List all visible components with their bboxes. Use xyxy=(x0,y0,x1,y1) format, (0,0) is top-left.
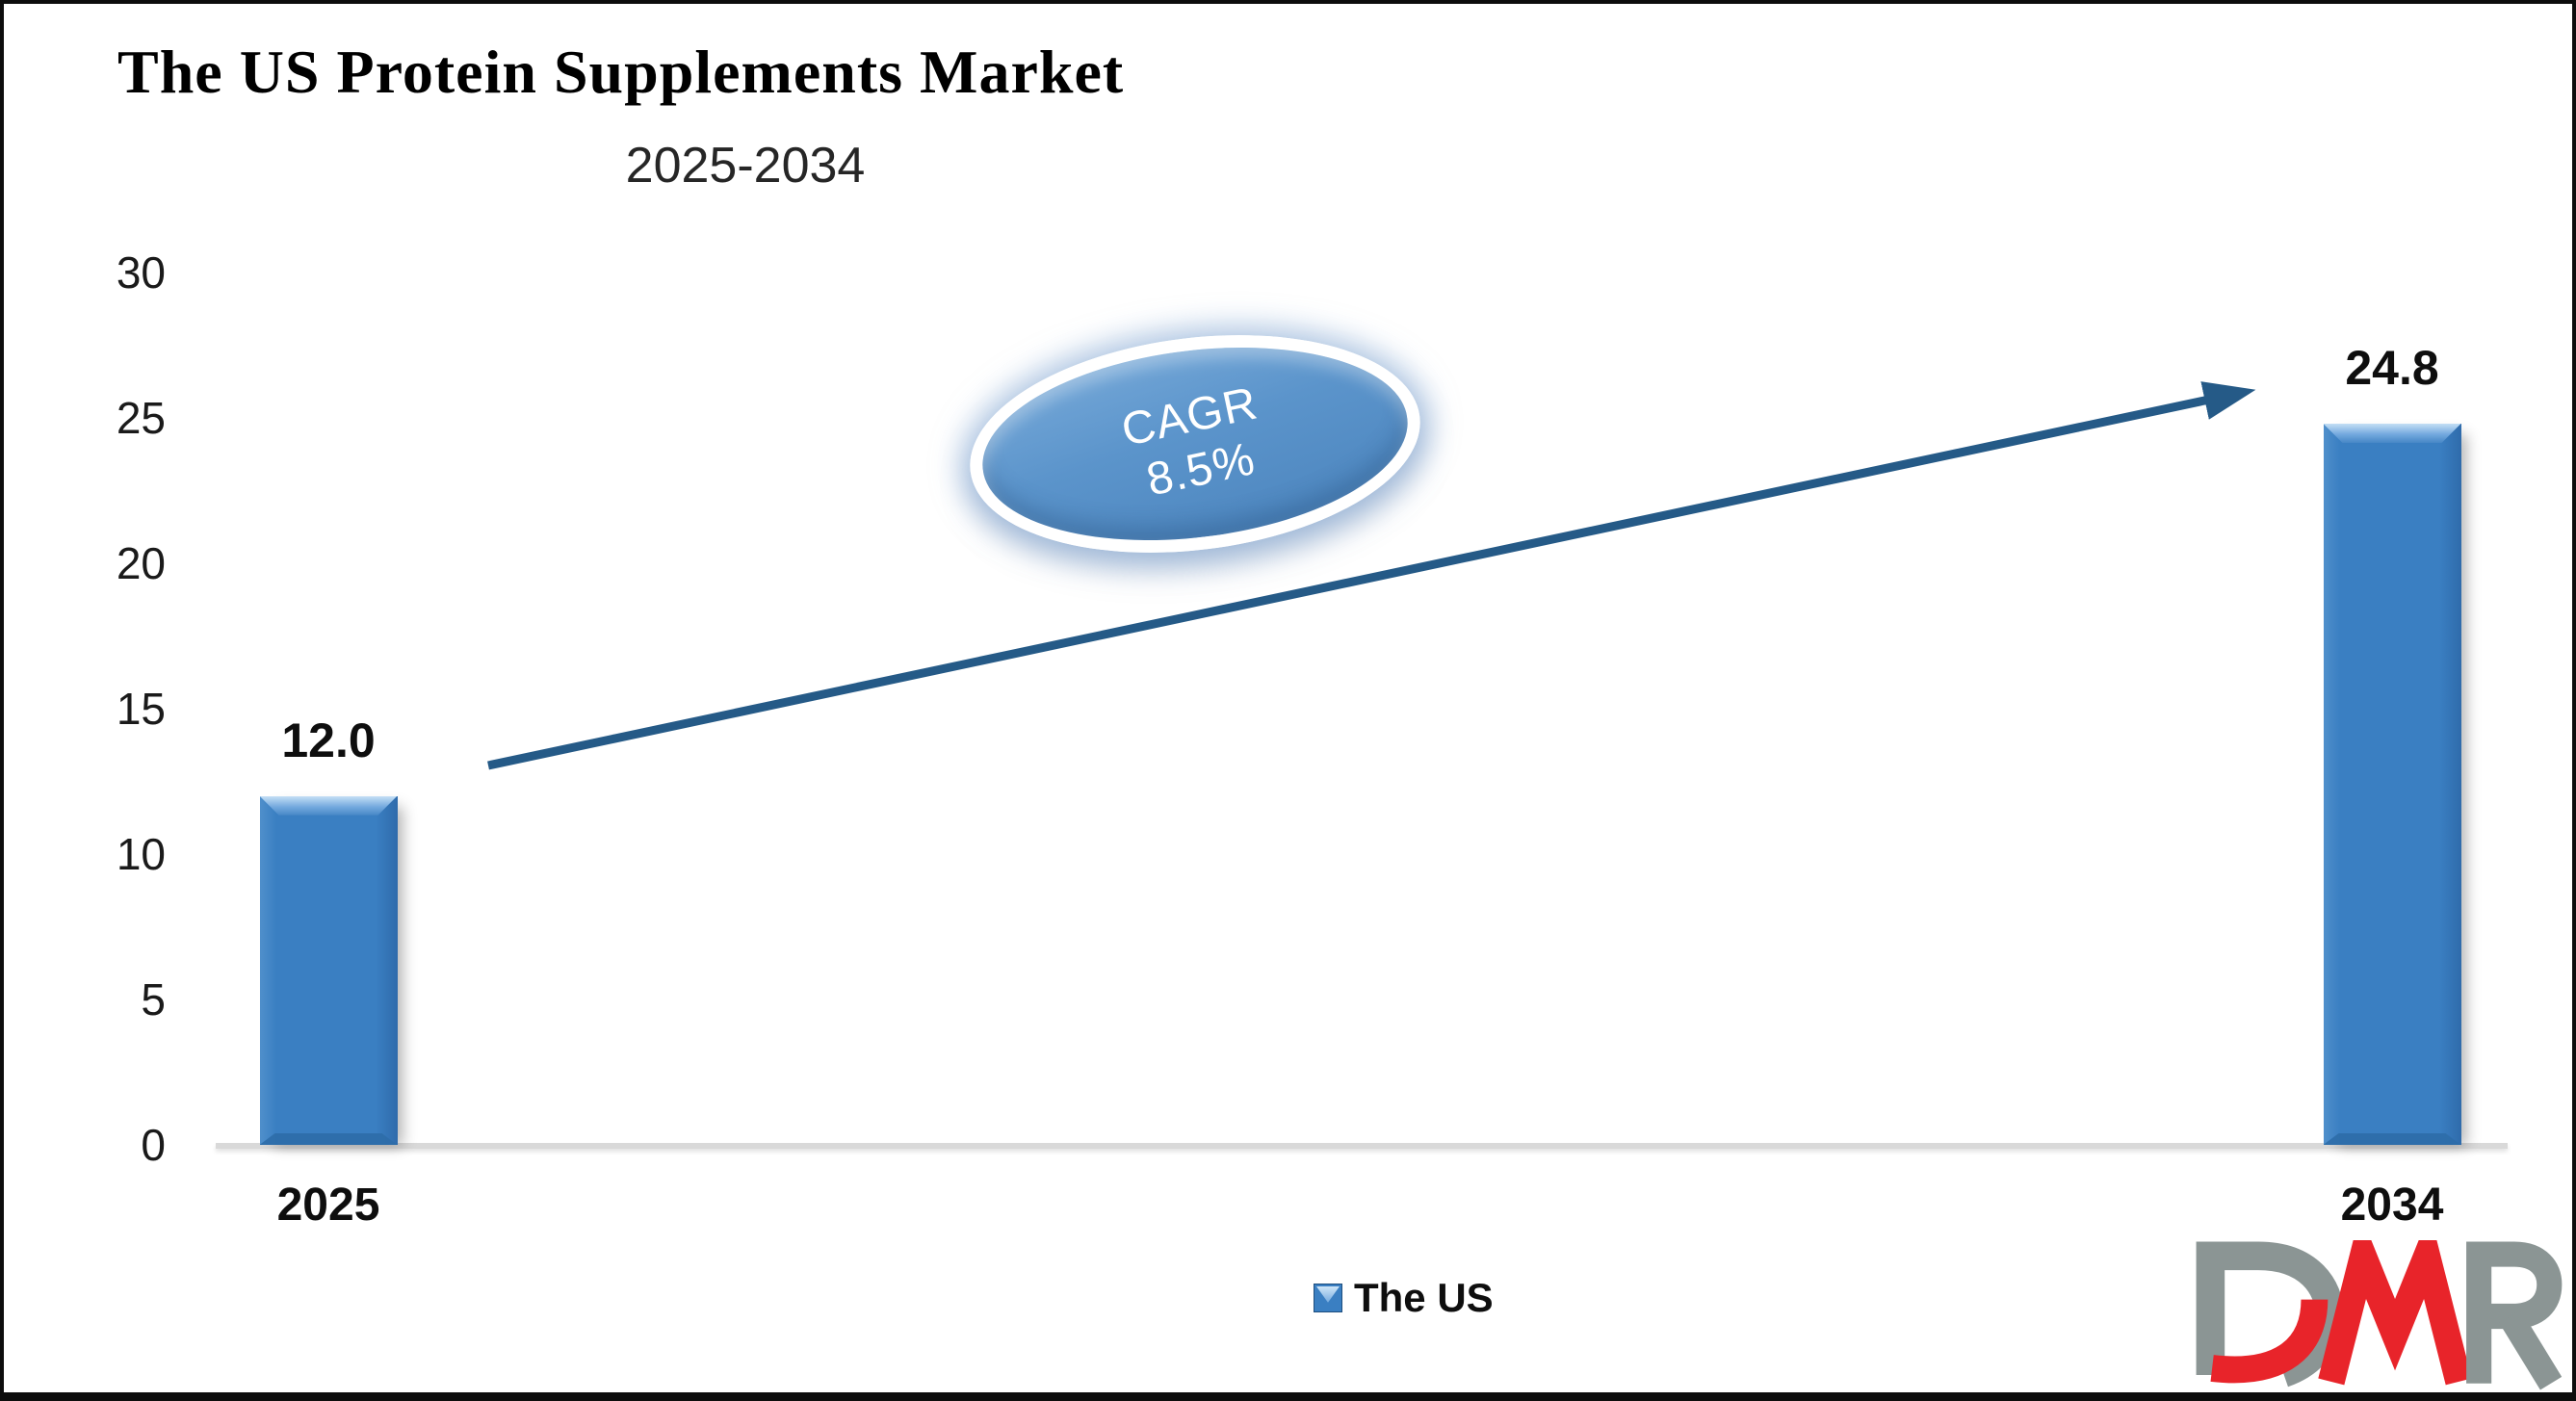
chart-subtitle: 2025-2034 xyxy=(625,138,866,194)
dmr-red-swoosh xyxy=(2210,1298,2329,1384)
dmr-letter-r-leg xyxy=(2499,1310,2563,1390)
bar-2034 xyxy=(2323,424,2461,1145)
dmr-letter-m xyxy=(2318,1240,2472,1386)
trend-arrow xyxy=(487,381,2256,770)
cagr-badge-text: CAGR 8.5% xyxy=(1117,376,1274,510)
bar-value-label: 12.0 xyxy=(281,713,376,767)
x-axis-category-label: 2034 xyxy=(2340,1180,2444,1231)
bar-value-label: 24.8 xyxy=(2345,341,2439,396)
legend-marker-icon xyxy=(1314,1284,1342,1312)
dmr-letter-r xyxy=(2466,1241,2563,1384)
y-axis-tick-label: 20 xyxy=(116,538,166,588)
bar-2025 xyxy=(259,795,398,1145)
legend: The US xyxy=(1314,1275,1494,1321)
legend-label: The US xyxy=(1354,1275,1494,1320)
chart-title: The US Protein Supplements Market xyxy=(117,38,1125,106)
y-axis-tick-label: 15 xyxy=(116,684,166,734)
y-axis-tick-label: 0 xyxy=(141,1120,166,1170)
y-axis-tick-label: 25 xyxy=(116,393,166,443)
x-axis-line xyxy=(216,1143,2508,1149)
dmr-letter-d xyxy=(2196,1241,2344,1388)
y-axis-tick-label: 30 xyxy=(116,247,166,298)
x-axis-category-label: 2025 xyxy=(276,1180,380,1231)
y-axis-tick-label: 10 xyxy=(116,829,166,879)
dmr-logo xyxy=(2196,1240,2563,1390)
y-axis-tick-label: 5 xyxy=(141,974,166,1025)
